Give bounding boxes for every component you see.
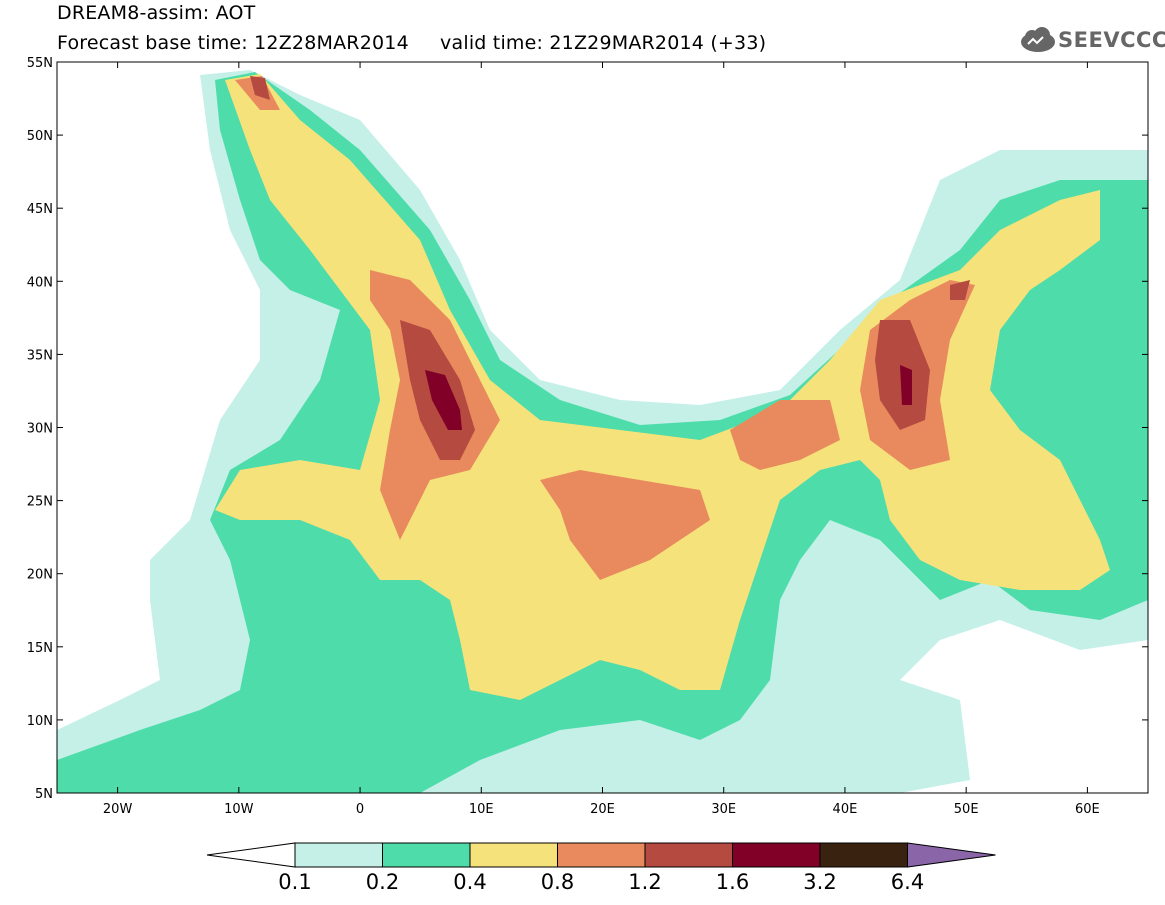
colorbar-label: 0.1 — [278, 870, 311, 894]
colorbar-box — [469, 842, 558, 868]
lat-tick-label: 40N — [27, 275, 53, 290]
lat-tick-label: 25N — [27, 495, 53, 510]
lat-tick-label: 30N — [27, 422, 53, 437]
lat-tick-label: 20N — [27, 568, 53, 583]
lat-tick-label: 45N — [27, 202, 53, 217]
colorbar-label: 0.8 — [541, 870, 574, 894]
colorbar-box — [732, 842, 821, 868]
colorbar-label: 1.2 — [628, 870, 661, 894]
seevccc-logo — [1021, 27, 1055, 52]
lon-tick-label: 10W — [224, 802, 254, 817]
colorbar-label: 3.2 — [803, 870, 836, 894]
colorbar-over-triangle — [907, 842, 996, 868]
lat-tick-label: 5N — [35, 787, 53, 802]
colorbar-box — [557, 842, 646, 868]
lat-tick-label: 10N — [27, 714, 53, 729]
lon-tick-label: 30E — [711, 802, 736, 817]
colorbar-label: 0.2 — [366, 870, 399, 894]
colorbar-box — [644, 842, 733, 868]
lat-tick-label: 50N — [27, 129, 53, 144]
colorbar-box — [819, 842, 908, 868]
aot-band-1.2 — [250, 76, 970, 460]
colorbar-under-triangle — [206, 842, 296, 868]
colorbar-label: 0.4 — [453, 870, 486, 894]
lon-tick-label: 20W — [103, 802, 133, 817]
colorbar-label: 1.6 — [716, 870, 749, 894]
aot-band-0.8 — [235, 76, 975, 580]
lon-axis: 20W 10W 0 10E 20E 30E 40E 50E 60E — [103, 62, 1100, 817]
lon-tick-label: 40E — [833, 802, 858, 817]
lon-tick-label: 50E — [954, 802, 979, 817]
forecast-times: Forecast base time: 12Z28MAR2014 valid t… — [57, 32, 767, 54]
map-title: DREAM8-assim: AOT — [57, 2, 256, 24]
logo-text: SEEVCCC — [1058, 28, 1165, 52]
lon-tick-label: 60E — [1075, 802, 1100, 817]
lat-tick-label: 15N — [27, 641, 53, 656]
lat-axis: 55N 50N 45N 40N 35N 30N 25N 20N 15N 10N 5N — [27, 56, 1148, 802]
lon-tick-label: 0 — [356, 802, 364, 817]
cloud-icon — [1021, 27, 1055, 52]
lat-tick-label: 55N — [27, 56, 53, 71]
colorbar-box — [294, 842, 383, 868]
aot-field — [57, 70, 1148, 793]
aot-band-0.4 — [215, 74, 1110, 700]
lat-tick-label: 35N — [27, 348, 53, 363]
lon-tick-label: 10E — [469, 802, 494, 817]
lon-tick-label: 20E — [590, 802, 615, 817]
colorbar-box — [382, 842, 471, 868]
colorbar-label: 6.4 — [891, 870, 924, 894]
